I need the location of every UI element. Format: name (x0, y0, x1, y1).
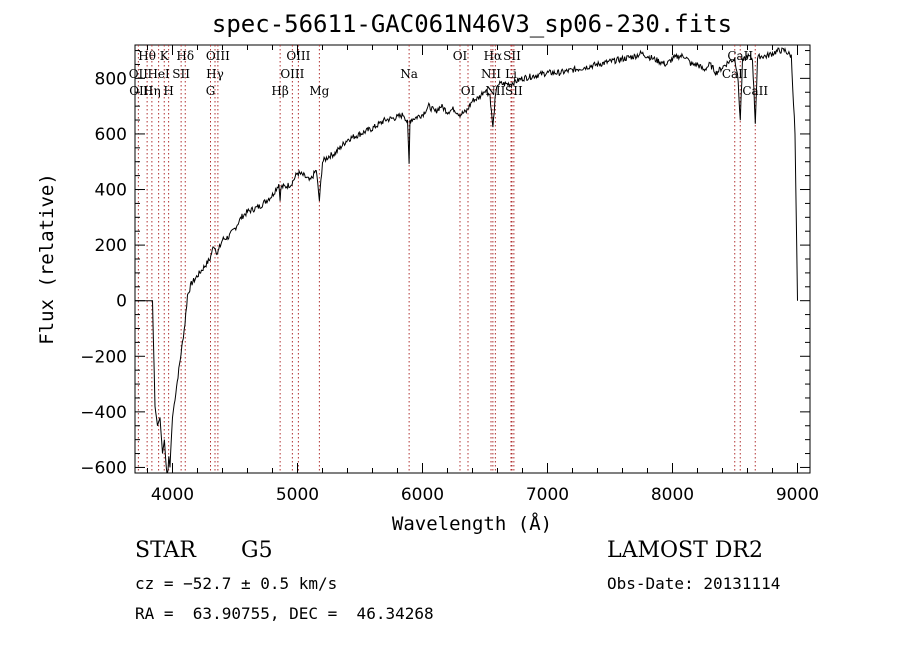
spectral-line-label: SII (172, 67, 190, 81)
y-tick-label: 200 (95, 236, 127, 256)
y-tick-label: −600 (80, 458, 127, 478)
spectral-line-label: Li (505, 67, 517, 81)
coordinates: RA = 63.90755, DEC = 46.34268 (135, 604, 434, 623)
spectral-line-label: CaII (722, 67, 748, 81)
y-axis-label: Flux (relative) (36, 173, 58, 345)
spectral-line-label: Hθ (138, 49, 156, 63)
spectral-line-label: SII (505, 84, 523, 98)
survey-name: LAMOST DR2 (607, 538, 763, 563)
observation-date: Obs-Date: 20131114 (607, 574, 781, 593)
spectral-line-label: Na (400, 67, 418, 81)
y-tick-label: 400 (95, 181, 127, 201)
spectral-line-label: Hα (484, 49, 503, 63)
spectral-line-label: K (160, 49, 170, 63)
flux-series-line (135, 47, 798, 474)
x-tick-label: 6000 (401, 485, 444, 505)
y-tick-label: −400 (80, 403, 127, 423)
spectral-line-label: OIII (286, 49, 310, 63)
spectral-line-label: OI (461, 84, 476, 98)
x-axis-ticks: 4000 5000 6000 7000 8000 9000 (147, 45, 819, 505)
spectral-line-label: CaII (742, 84, 768, 98)
x-axis-label: Wavelength (Å) (392, 512, 552, 535)
x-tick-label: 8000 (651, 485, 694, 505)
spectral-line-label: OIII (129, 84, 153, 98)
spectral-line-label: NII (481, 67, 501, 81)
spectral-line-label: G (206, 84, 216, 98)
spectral-line-label: H (163, 84, 173, 98)
y-tick-label: 800 (95, 69, 127, 89)
spectral-line-label: OIII (206, 49, 230, 63)
spectral-line-label: OI (453, 49, 468, 63)
spectral-line-label: Hδ (176, 49, 194, 63)
x-tick-label: 4000 (151, 485, 194, 505)
x-tick-label: 5000 (276, 485, 319, 505)
spectral-line-markers (137, 45, 756, 473)
y-axis-ticks: −600 −400 −200 0 200 400 600 800 (80, 50, 810, 478)
spectral-line-label: Hβ (271, 84, 288, 98)
x-tick-label: 9000 (776, 485, 819, 505)
x-tick-label: 7000 (526, 485, 569, 505)
spectral-line-label: OII (129, 67, 149, 81)
plot-frame (134, 44, 811, 474)
y-tick-label: −200 (80, 347, 127, 367)
object-class: STAR (135, 538, 196, 563)
spectral-line-label: CaII (727, 49, 753, 63)
spectral-line-label: Hγ (206, 67, 224, 81)
spectral-line-label: Mg (309, 84, 329, 98)
y-tick-label: 0 (116, 292, 127, 312)
spectral-line-label: SII (503, 49, 521, 63)
y-tick-label: 600 (95, 125, 127, 145)
redshift-velocity: cz = −52.7 ± 0.5 km/s (135, 574, 338, 593)
object-subclass: G5 (241, 538, 273, 563)
spectral-line-label: HeI (147, 67, 170, 81)
spectral-line-label: Hη (143, 84, 161, 98)
spectral-line-label: OIII (280, 67, 304, 81)
chart-title: spec-56611-GAC061N46V3_sp06-230.fits (212, 10, 732, 38)
